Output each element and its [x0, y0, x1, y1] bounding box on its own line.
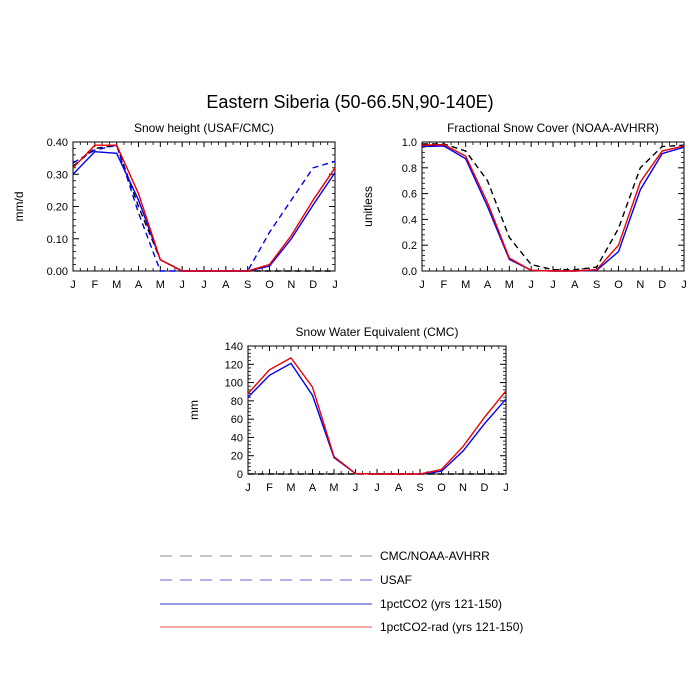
- series-line-noaa: [422, 143, 685, 271]
- x-tick-label: S: [416, 482, 423, 494]
- x-tick-label: A: [135, 279, 143, 291]
- y-tick-label: 0.00: [47, 266, 68, 278]
- x-tick-label: M: [112, 279, 121, 291]
- swe-panel: Snow Water Equivalent (CMC)mmJ F M A M J J A S O N…: [187, 325, 509, 494]
- y-tick-label: 140: [225, 341, 243, 353]
- y-tick-label: 0.2: [402, 240, 417, 252]
- y-tick-label: 0.10: [47, 234, 68, 246]
- y-axis-label: mm/d: [12, 192, 26, 222]
- x-tick-label: M: [329, 482, 338, 494]
- x-tick-label: J: [353, 482, 359, 494]
- x-tick-label: F: [440, 279, 447, 291]
- series-line-rad: [247, 356, 507, 475]
- y-tick-label: 1.0: [402, 137, 417, 149]
- x-tick-label: A: [571, 279, 579, 291]
- figure-title: Eastern Siberia (50-66.5N,90-140E): [206, 92, 493, 112]
- x-tick-label: J: [528, 279, 534, 291]
- y-tick-label: 80: [231, 396, 243, 408]
- x-tick-label: J: [374, 482, 380, 494]
- x-tick-label: N: [287, 279, 295, 291]
- x-tick-label: S: [593, 279, 600, 291]
- snow-height-panel: Snow height (USAF/CMC)mm/dJ F M A M J J A S O N D J0…: [12, 121, 338, 291]
- legend-label: 1pctCO2-rad (yrs 121-150): [380, 620, 523, 634]
- x-tick-label: J: [70, 279, 76, 291]
- x-tick-label: J: [179, 279, 185, 291]
- plot-frame: [421, 141, 685, 272]
- x-tick-label: M: [461, 279, 470, 291]
- x-tick-label: F: [91, 279, 98, 291]
- y-tick-label: 0.6: [402, 189, 417, 201]
- x-tick-label: A: [222, 279, 230, 291]
- series-line-rad: [72, 144, 336, 272]
- x-tick-label: O: [614, 279, 623, 291]
- x-tick-label: J: [681, 279, 687, 291]
- x-tick-label: O: [437, 482, 446, 494]
- legend: CMC/NOAA-AVHRR USAF 1pctCO2 (yrs 121-150) 1…: [160, 549, 523, 634]
- legend-label: USAF: [380, 573, 412, 587]
- x-tick-label: A: [395, 482, 403, 494]
- x-tick-label: A: [484, 279, 492, 291]
- y-tick-label: 40: [231, 432, 243, 444]
- panel-title: Snow height (USAF/CMC): [134, 121, 274, 135]
- x-tick-label: N: [636, 279, 644, 291]
- x-tick-label: O: [265, 279, 274, 291]
- x-tick-label: J: [419, 279, 425, 291]
- x-tick-label: M: [156, 279, 165, 291]
- y-tick-label: 60: [231, 414, 243, 426]
- series-line-pct: [421, 145, 685, 272]
- y-tick-label: 0.4: [402, 214, 417, 226]
- x-tick-label: D: [481, 482, 489, 494]
- panel-title: Snow Water Equivalent (CMC): [296, 325, 459, 339]
- x-tick-label: J: [503, 482, 509, 494]
- series-line-cmc: [72, 144, 335, 272]
- x-tick-label: J: [245, 482, 251, 494]
- y-axis-label: mm: [187, 400, 201, 420]
- x-tick-label: F: [266, 482, 273, 494]
- series-line-usaf: [72, 144, 336, 272]
- x-tick-label: J: [201, 279, 207, 291]
- y-tick-label: 0.40: [47, 137, 68, 149]
- plot-frame: [72, 141, 336, 272]
- y-tick-label: 0.20: [47, 202, 68, 214]
- x-tick-label: J: [550, 279, 556, 291]
- y-tick-label: 0.30: [47, 169, 68, 181]
- y-tick-label: 100: [225, 378, 243, 390]
- x-tick-label: S: [244, 279, 251, 291]
- legend-label: 1pctCO2 (yrs 121-150): [380, 597, 502, 611]
- series-line-pct: [247, 362, 507, 475]
- x-tick-label: D: [309, 279, 317, 291]
- x-tick-label: D: [658, 279, 666, 291]
- y-axis-label: unitless: [361, 186, 375, 227]
- y-tick-label: 0: [237, 469, 243, 481]
- x-tick-label: N: [459, 482, 467, 494]
- series-line-rad: [421, 143, 685, 272]
- x-tick-label: A: [309, 482, 317, 494]
- x-tick-label: J: [332, 279, 338, 291]
- y-tick-label: 20: [231, 451, 243, 463]
- x-tick-label: M: [286, 482, 295, 494]
- snow-cover-panel: Fractional Snow Cover (NOAA-AVHRR) unitle…: [361, 121, 687, 291]
- y-tick-label: 0.8: [402, 163, 417, 175]
- x-tick-label: M: [505, 279, 514, 291]
- series-line-pct: [72, 150, 336, 272]
- y-tick-label: 120: [225, 359, 243, 371]
- y-tick-label: 0.0: [402, 266, 417, 278]
- legend-label: CMC/NOAA-AVHRR: [380, 549, 490, 563]
- panel-title: Fractional Snow Cover (NOAA-AVHRR): [447, 121, 659, 135]
